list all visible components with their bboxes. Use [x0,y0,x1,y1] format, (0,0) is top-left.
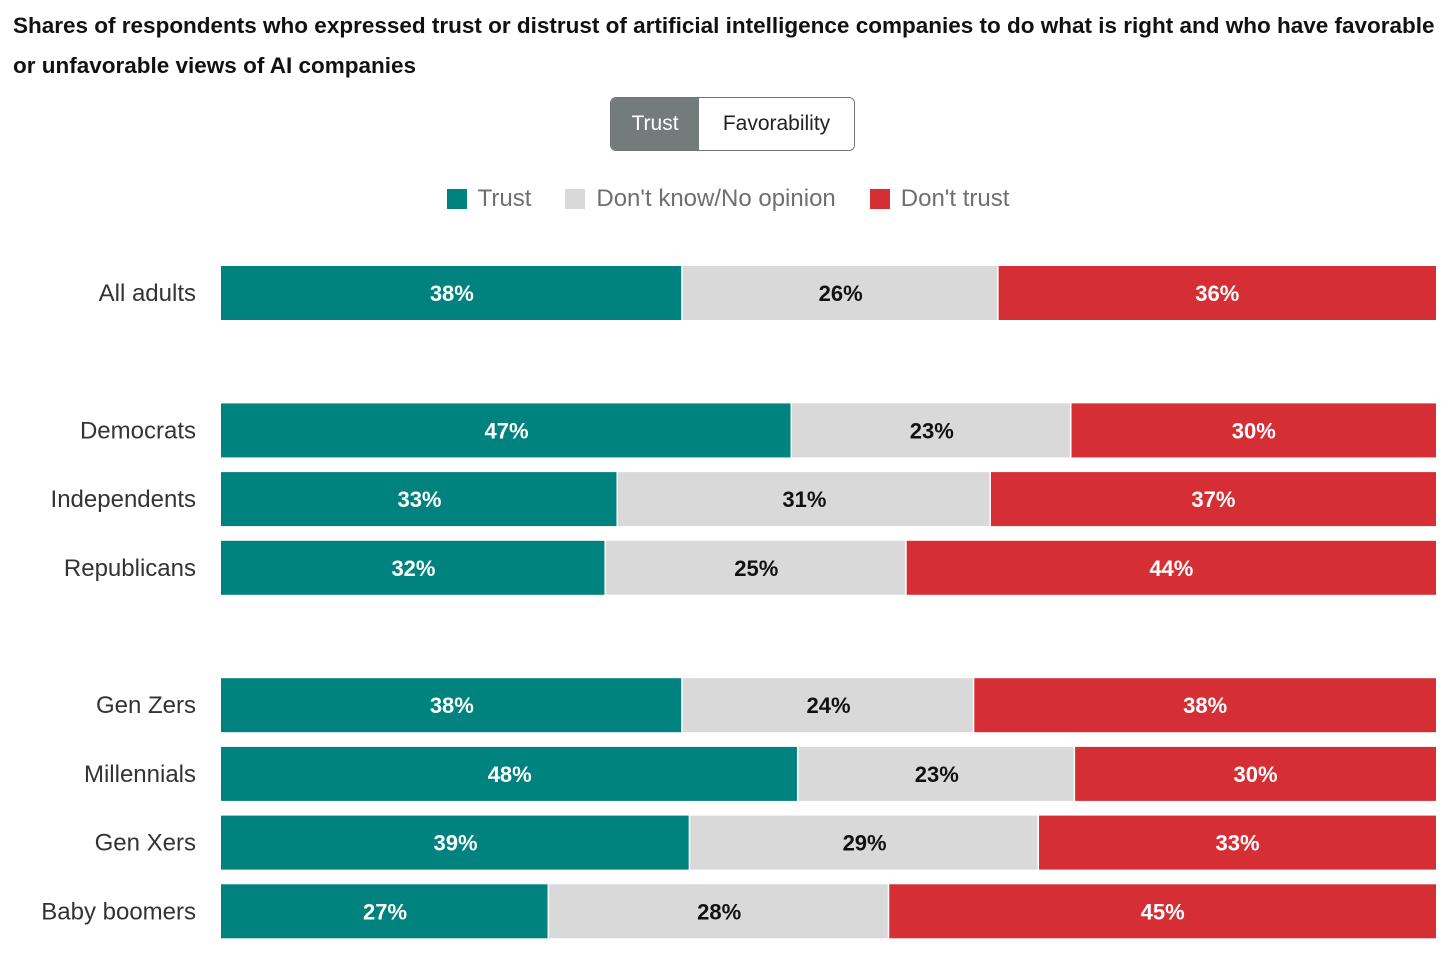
value-label-republicans-dont-know: 25% [734,556,778,581]
legend: Trust Don't know/No opinion Don't trust [0,185,1456,213]
value-label-gen-zers-dont-trust: 38% [1183,693,1227,718]
value-label-gen-xers-dont-know: 29% [843,831,887,856]
value-label-millennials-dont-know: 23% [915,762,959,787]
value-label-gen-zers-trust: 38% [430,693,474,718]
bar-all-adults-trust [221,266,682,320]
value-label-republicans-trust: 32% [391,556,435,581]
legend-label-dont-know: Don't know/No opinion [596,185,836,212]
category-label-all-adults: All adults [99,280,196,307]
legend-label-dont-trust: Don't trust [900,185,1010,212]
value-label-baby-boomers-trust: 27% [363,899,407,924]
value-label-all-adults-trust: 38% [430,281,474,306]
bar-democrats-trust [221,403,791,458]
bar-millennials-trust [221,746,797,801]
bar-democrats-dont-trust [1071,403,1436,458]
bar-gen-zers-dont-know [682,678,973,733]
value-label-baby-boomers-dont-know: 28% [697,899,741,924]
legend-swatch-dont-know [565,189,586,209]
value-label-gen-xers-dont-trust: 33% [1215,831,1259,856]
bar-independents-dont-trust [990,472,1436,527]
value-label-gen-xers-trust: 39% [434,831,478,856]
bar-gen-xers-dont-trust [1039,815,1436,870]
bar-millennials-dont-know [798,746,1074,801]
category-label-gen-xers: Gen Xers [95,830,196,857]
toggle-favorability-button[interactable]: Favorability [699,98,854,150]
bar-independents-trust [221,472,617,527]
bar-independents-dont-know [617,472,990,527]
category-label-republicans: Republicans [64,555,196,582]
bar-millennials-dont-trust [1075,746,1436,801]
bar-republicans-dont-trust [906,540,1436,595]
legend-item-dont-trust: Don't trust [869,185,1010,213]
value-label-independents-dont-trust: 37% [1191,487,1235,512]
legend-swatch-trust [446,189,467,209]
category-label-democrats: Democrats [80,417,196,444]
value-label-democrats-dont-trust: 30% [1232,418,1276,443]
legend-swatch-dont-trust [869,189,890,209]
value-label-republicans-dont-trust: 44% [1149,556,1193,581]
category-label-gen-zers: Gen Zers [96,692,196,719]
value-label-all-adults-dont-trust: 36% [1195,281,1239,306]
value-label-all-adults-dont-know: 26% [819,281,863,306]
bar-baby-boomers-dont-trust [889,884,1436,939]
bar-baby-boomers-dont-know [549,884,888,939]
value-label-democrats-dont-know: 23% [910,418,954,443]
bar-republicans-trust [221,540,605,595]
legend-label-trust: Trust [477,185,532,212]
bar-democrats-dont-know [792,403,1070,458]
value-label-millennials-dont-trust: 30% [1234,762,1278,787]
value-label-millennials-trust: 48% [488,762,532,787]
chart-title: Shares of respondents who expressed trus… [13,13,1435,78]
bar-all-adults-dont-trust [998,266,1436,320]
value-label-gen-zers-dont-know: 24% [806,693,850,718]
view-toggle[interactable]: Trust Favorability [610,97,855,151]
category-label-millennials: Millennials [84,761,196,788]
category-label-baby-boomers: Baby boomers [41,898,196,925]
toggle-trust-button[interactable]: Trust [611,98,699,150]
legend-item-trust: Trust [446,185,532,213]
value-label-independents-trust: 33% [397,487,441,512]
bar-gen-zers-trust [221,678,682,733]
bar-republicans-dont-know [605,540,906,595]
bar-all-adults-dont-know [682,266,998,320]
value-label-baby-boomers-dont-trust: 45% [1141,899,1185,924]
value-label-democrats-trust: 47% [485,418,529,443]
bar-baby-boomers-trust [221,884,548,939]
legend-item-dont-know: Don't know/No opinion [565,185,836,213]
category-label-independents: Independents [51,486,196,513]
value-label-independents-dont-know: 31% [782,487,826,512]
bar-gen-xers-dont-know [690,815,1038,870]
bar-gen-xers-trust [221,815,689,870]
bar-gen-zers-dont-trust [974,678,1436,733]
